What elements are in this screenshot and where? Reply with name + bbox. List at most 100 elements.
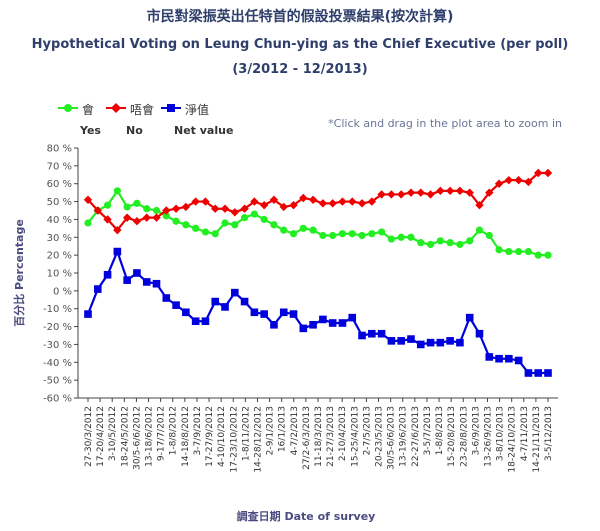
data-point[interactable]: [456, 338, 464, 347]
data-point[interactable]: [357, 199, 367, 208]
data-point[interactable]: [524, 247, 533, 256]
data-point[interactable]: [93, 285, 102, 293]
data-point[interactable]: [270, 221, 278, 229]
data-point[interactable]: [143, 205, 151, 213]
data-point[interactable]: [338, 319, 347, 327]
data-point[interactable]: [455, 186, 465, 196]
data-point[interactable]: [182, 308, 190, 317]
data-point[interactable]: [387, 235, 396, 243]
series-no[interactable]: [83, 168, 553, 235]
data-point[interactable]: [534, 369, 543, 377]
data-point[interactable]: [524, 369, 533, 377]
data-point[interactable]: [417, 239, 425, 247]
data-point[interactable]: [84, 310, 92, 318]
data-point[interactable]: [240, 297, 249, 306]
data-point[interactable]: [279, 202, 288, 212]
data-point[interactable]: [436, 338, 445, 347]
data-point[interactable]: [221, 219, 229, 227]
data-point[interactable]: [465, 188, 474, 197]
data-point[interactable]: [152, 206, 161, 215]
data-point[interactable]: [397, 233, 405, 241]
data-point[interactable]: [250, 308, 259, 317]
data-point[interactable]: [407, 233, 415, 241]
data-point[interactable]: [260, 215, 268, 224]
data-point[interactable]: [113, 225, 122, 235]
data-point[interactable]: [368, 329, 376, 338]
data-point[interactable]: [162, 212, 170, 220]
data-point[interactable]: [191, 197, 200, 206]
data-point[interactable]: [514, 175, 523, 185]
data-point[interactable]: [348, 230, 356, 238]
data-point[interactable]: [504, 175, 514, 185]
data-point[interactable]: [172, 301, 180, 309]
data-point[interactable]: [93, 206, 102, 215]
data-point[interactable]: [368, 230, 376, 238]
data-point[interactable]: [142, 278, 151, 286]
data-point[interactable]: [407, 335, 415, 343]
data-point[interactable]: [446, 239, 454, 247]
data-point[interactable]: [211, 230, 219, 238]
data-point[interactable]: [466, 237, 474, 245]
data-point[interactable]: [465, 313, 474, 322]
data-point[interactable]: [436, 186, 445, 196]
data-point[interactable]: [485, 353, 494, 361]
data-point[interactable]: [211, 204, 220, 213]
data-point[interactable]: [338, 230, 347, 238]
series-yes[interactable]: [84, 187, 552, 259]
data-point[interactable]: [259, 200, 269, 210]
data-point[interactable]: [534, 168, 543, 178]
data-point[interactable]: [113, 247, 122, 256]
data-point[interactable]: [123, 203, 131, 211]
data-point[interactable]: [309, 226, 317, 234]
data-point[interactable]: [544, 369, 552, 377]
data-point[interactable]: [426, 338, 435, 347]
data-point[interactable]: [240, 204, 249, 213]
data-point[interactable]: [279, 308, 288, 317]
data-point[interactable]: [103, 201, 112, 209]
data-point[interactable]: [329, 231, 337, 240]
data-point[interactable]: [299, 193, 308, 203]
data-point[interactable]: [103, 270, 112, 279]
data-point[interactable]: [456, 240, 464, 249]
data-point[interactable]: [171, 204, 181, 213]
data-point[interactable]: [387, 337, 396, 345]
data-point[interactable]: [358, 331, 366, 340]
data-point[interactable]: [211, 297, 220, 306]
data-point[interactable]: [132, 217, 142, 226]
data-point[interactable]: [289, 200, 298, 210]
data-point[interactable]: [534, 251, 542, 259]
data-point[interactable]: [387, 190, 396, 199]
data-point[interactable]: [377, 329, 386, 338]
data-point[interactable]: [475, 329, 484, 338]
data-point[interactable]: [397, 337, 405, 345]
data-point[interactable]: [319, 315, 327, 324]
data-point[interactable]: [280, 226, 288, 234]
data-point[interactable]: [377, 190, 386, 199]
data-point[interactable]: [348, 313, 357, 322]
data-point[interactable]: [162, 294, 171, 302]
data-point[interactable]: [416, 188, 425, 197]
data-point[interactable]: [250, 197, 259, 206]
data-point[interactable]: [515, 247, 523, 256]
data-point[interactable]: [524, 177, 533, 187]
data-point[interactable]: [309, 320, 317, 329]
data-point[interactable]: [348, 197, 357, 206]
data-point[interactable]: [201, 228, 210, 236]
data-point[interactable]: [426, 190, 435, 199]
data-point[interactable]: [543, 168, 553, 178]
data-point[interactable]: [544, 251, 552, 259]
data-point[interactable]: [201, 197, 210, 206]
data-point[interactable]: [123, 276, 131, 284]
data-point[interactable]: [182, 221, 190, 229]
data-point[interactable]: [328, 319, 337, 327]
data-point[interactable]: [221, 303, 229, 311]
data-point[interactable]: [495, 246, 503, 254]
data-point[interactable]: [260, 310, 268, 318]
data-point[interactable]: [240, 214, 249, 222]
data-point[interactable]: [396, 190, 406, 199]
data-point[interactable]: [83, 195, 93, 204]
series-net[interactable]: [84, 247, 552, 377]
data-point[interactable]: [270, 320, 278, 329]
data-point[interactable]: [152, 279, 161, 288]
